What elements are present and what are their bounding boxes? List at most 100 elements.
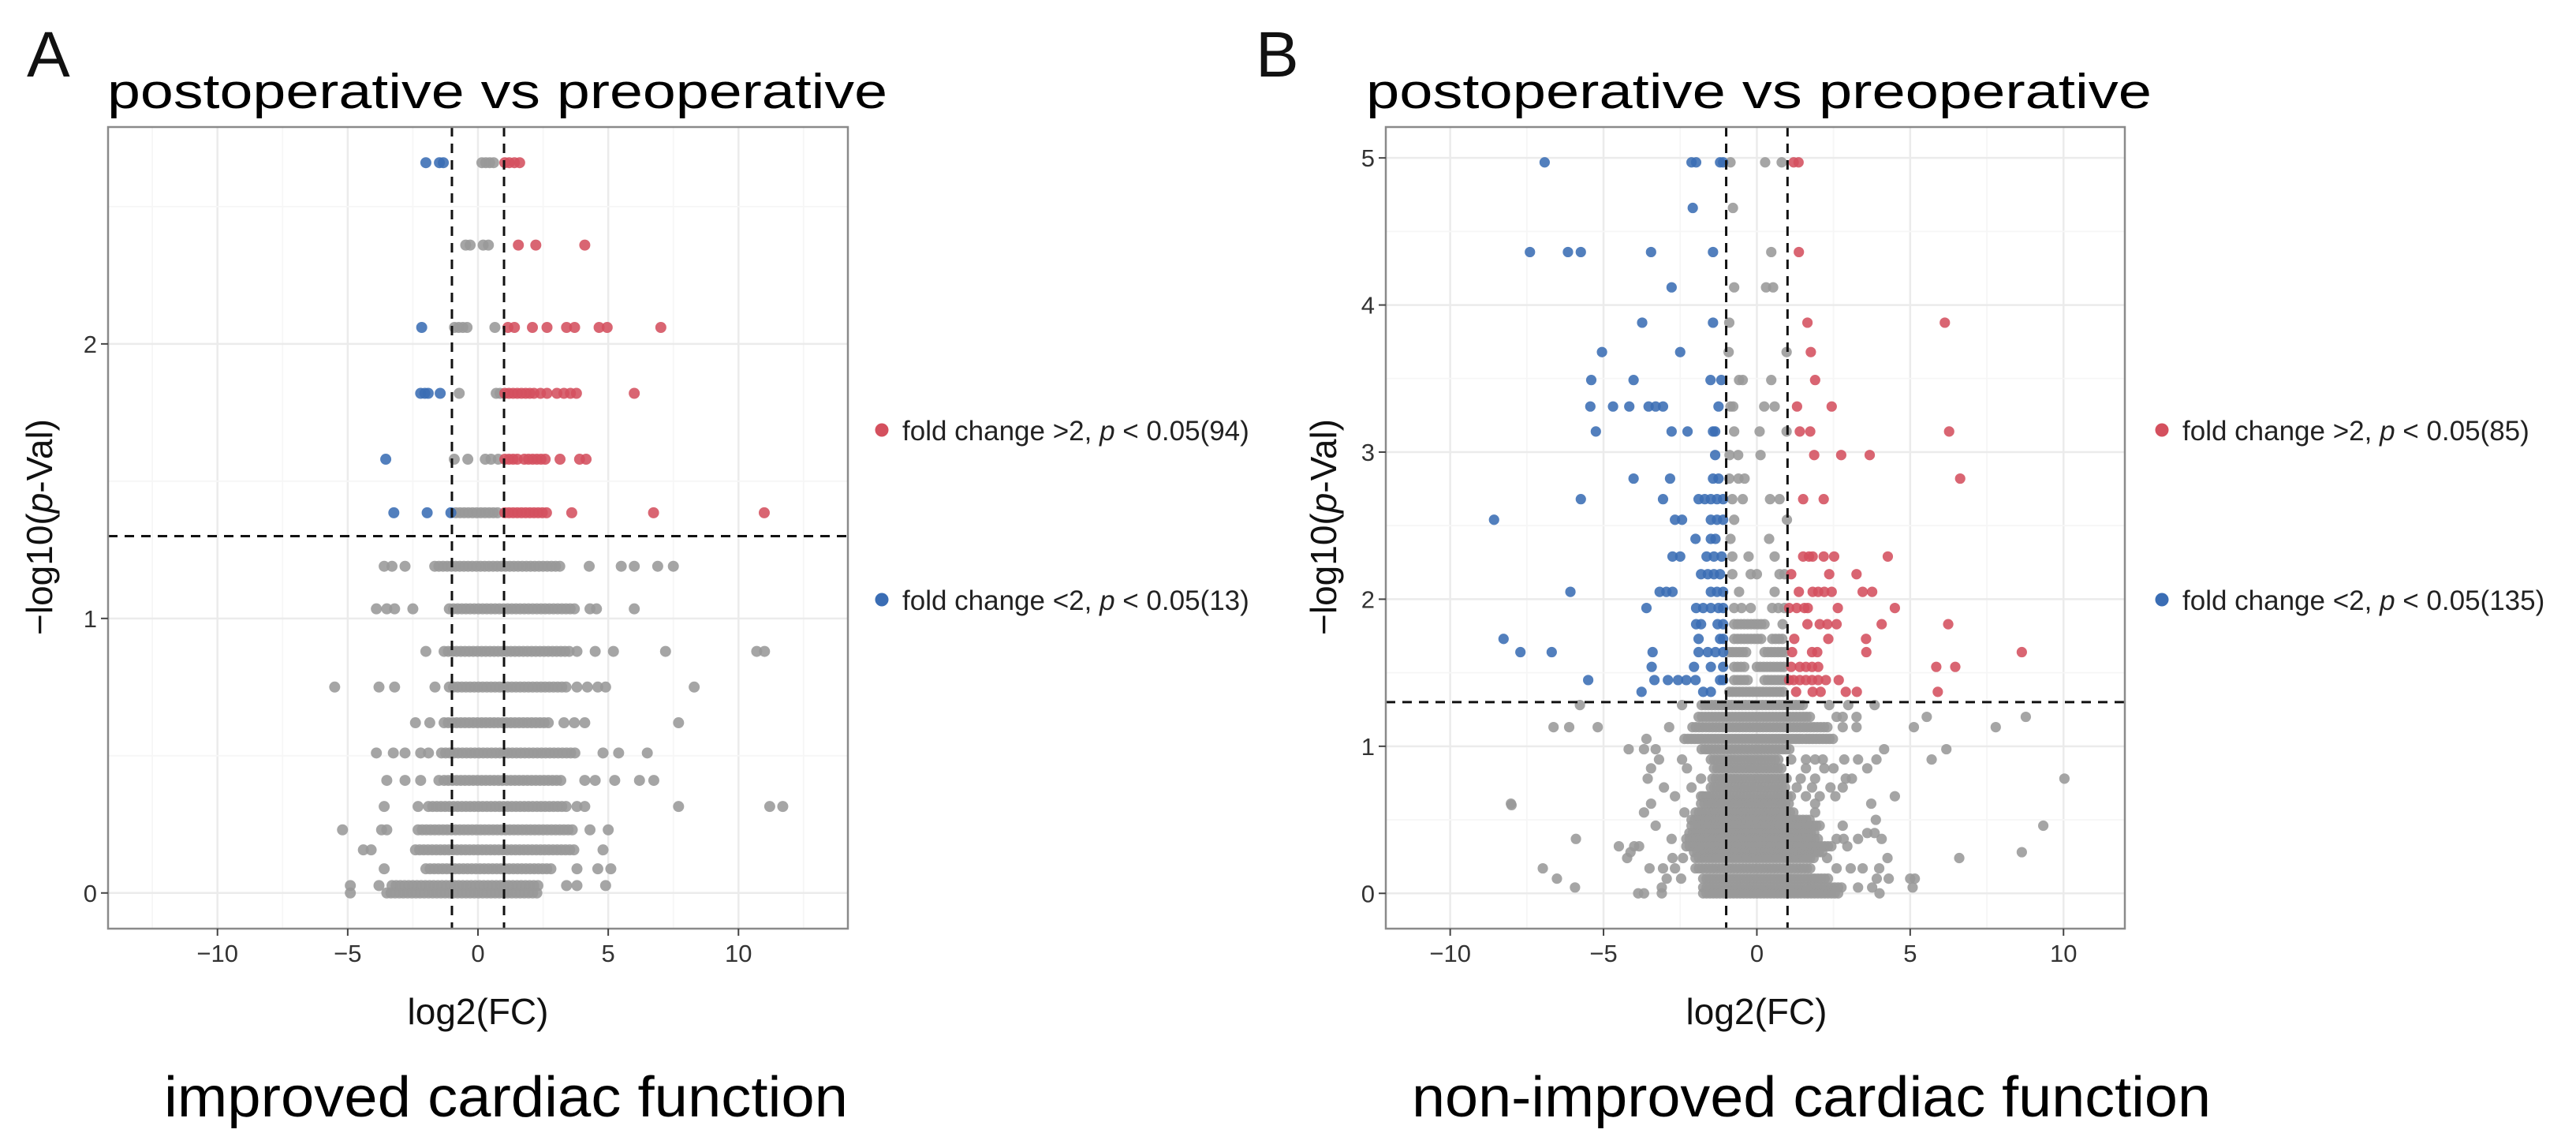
point-down xyxy=(1645,246,1656,258)
point-ns xyxy=(1867,882,1878,893)
point-ns xyxy=(1871,873,1883,884)
x-tick-label: −10 xyxy=(196,940,238,967)
point-ns xyxy=(399,560,411,572)
point-down xyxy=(421,507,433,518)
point-ns xyxy=(589,645,601,657)
point-ns xyxy=(1853,882,1864,893)
point-ns xyxy=(1784,743,1795,755)
point-down xyxy=(435,387,446,399)
point-down xyxy=(1693,646,1704,658)
point-up xyxy=(629,387,640,399)
point-ns xyxy=(1736,603,1747,614)
point-ns xyxy=(579,717,591,729)
point-ns xyxy=(597,844,609,856)
point-ns xyxy=(579,775,591,787)
point-ns xyxy=(2020,711,2032,723)
point-ns xyxy=(1548,722,1559,733)
point-up xyxy=(566,507,577,518)
point-ns xyxy=(568,844,580,856)
x-tick-label: 10 xyxy=(2050,940,2077,967)
point-up xyxy=(1801,619,1813,630)
point-up xyxy=(530,239,542,251)
point-ns xyxy=(1853,754,1864,765)
point-up xyxy=(509,322,521,333)
point-ns xyxy=(1570,882,1581,893)
point-ns xyxy=(763,801,775,813)
point-up xyxy=(513,157,525,169)
point-ns xyxy=(1641,733,1652,745)
point-ns xyxy=(1781,346,1792,357)
point-ns xyxy=(1737,375,1749,386)
point-ns xyxy=(579,801,591,813)
x-tick-label: −10 xyxy=(1429,940,1471,967)
panel-caption-b: non-improved cardiac function xyxy=(1412,1066,2211,1129)
point-ns xyxy=(1908,722,1920,733)
point-down xyxy=(416,322,427,333)
point-up xyxy=(539,454,551,466)
point-ns xyxy=(1760,157,1771,168)
point-down xyxy=(1708,317,1719,328)
point-ns xyxy=(357,844,369,856)
point-up xyxy=(1822,619,1833,630)
point-ns xyxy=(560,681,572,693)
legend-item-up: fold change >2, p < 0.05(94) xyxy=(875,416,1249,447)
point-up xyxy=(2016,646,2027,658)
point-down xyxy=(1687,202,1698,214)
point-ns xyxy=(569,747,581,759)
point-ns xyxy=(1817,754,1828,765)
point-ns xyxy=(1738,661,1750,672)
point-ns xyxy=(1563,722,1575,733)
legend-label: fold change >2, p < 0.05(85) xyxy=(2182,416,2529,447)
point-up xyxy=(1823,634,1834,645)
point-ns xyxy=(424,717,435,729)
point-up xyxy=(1867,586,1878,597)
x-tick-label: 0 xyxy=(471,940,484,967)
point-up xyxy=(1876,619,1887,630)
point-ns xyxy=(1851,711,1862,723)
legend-label: fold change >2, p < 0.05(94) xyxy=(902,416,1249,447)
point-up xyxy=(540,507,552,518)
point-ns xyxy=(561,880,573,892)
point-ns xyxy=(629,603,640,615)
point-down xyxy=(1628,375,1639,386)
point-ns xyxy=(1729,514,1740,525)
point-ns xyxy=(381,603,393,615)
point-ns xyxy=(1809,754,1820,765)
point-ns xyxy=(373,681,385,693)
point-ns xyxy=(1805,711,1816,723)
point-ns xyxy=(1801,754,1812,765)
point-ns xyxy=(399,747,411,759)
point-down xyxy=(422,387,434,399)
point-ns xyxy=(673,717,685,729)
point-down xyxy=(1715,569,1726,580)
point-ns xyxy=(613,747,625,759)
point-down xyxy=(1646,661,1657,672)
point-ns xyxy=(409,717,421,729)
point-down xyxy=(1657,401,1669,412)
point-ns xyxy=(1941,743,1952,755)
point-ns xyxy=(777,801,789,813)
point-up xyxy=(1809,375,1820,386)
point-ns xyxy=(381,824,393,836)
point-ns xyxy=(563,645,575,657)
point-up xyxy=(1801,317,1813,328)
point-ns xyxy=(1592,722,1603,733)
point-up xyxy=(1818,494,1829,505)
point-down xyxy=(1596,346,1607,357)
point-ns xyxy=(1682,763,1693,774)
point-ns xyxy=(1876,833,1887,844)
point-ns xyxy=(1745,603,1757,614)
point-ns xyxy=(1837,782,1848,793)
point-up xyxy=(1889,603,1901,614)
points xyxy=(329,157,789,899)
point-down xyxy=(1713,401,1724,412)
point-ns xyxy=(1809,773,1820,784)
point-down xyxy=(1637,317,1648,328)
point-ns xyxy=(1724,450,1735,461)
point-up xyxy=(1833,675,1844,686)
point-ns xyxy=(415,775,427,787)
point-up xyxy=(581,454,592,466)
point-ns xyxy=(1741,646,1752,658)
point-ns xyxy=(592,863,603,875)
point-ns xyxy=(615,560,627,572)
